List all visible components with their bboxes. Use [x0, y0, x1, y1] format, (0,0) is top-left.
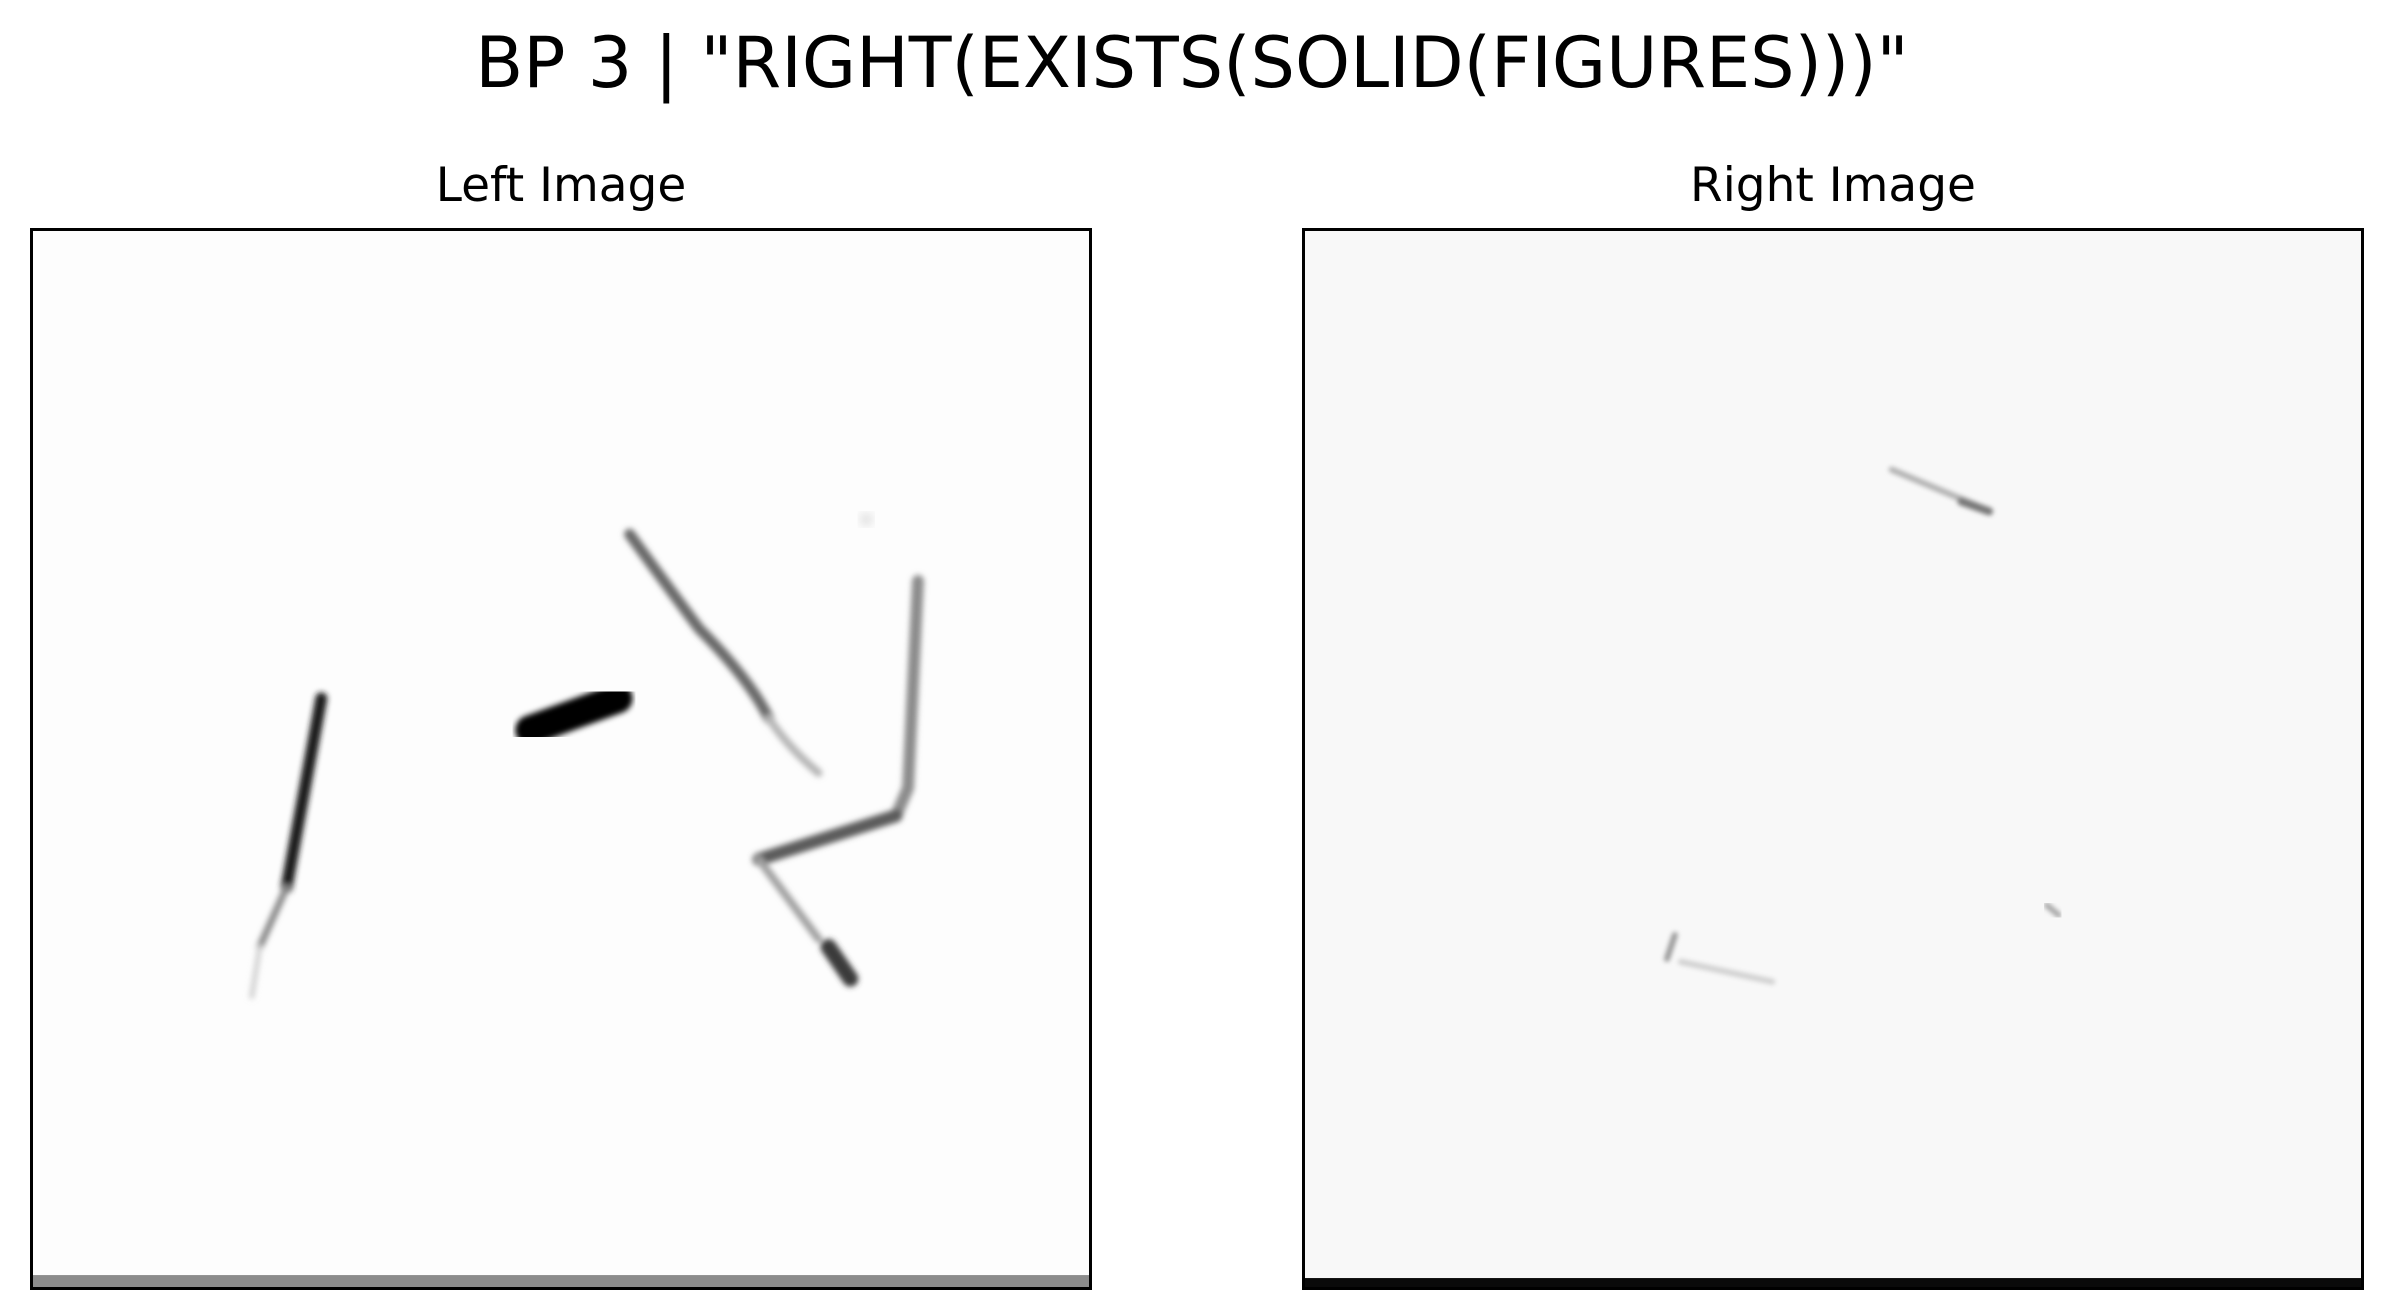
right-image-drawing [1305, 466, 2361, 1287]
left-image-panel [30, 228, 1092, 1290]
figure-title: BP 3 | "RIGHT(EXISTS(SOLID(FIGURES)))" [475, 22, 1909, 104]
right-image-title: Right Image [1690, 158, 1976, 213]
left-image-title: Left Image [435, 158, 687, 213]
right-image-panel [1302, 228, 2364, 1290]
left-stroke-diagonal [249, 692, 328, 1000]
left-stroke-curve [624, 528, 823, 777]
left-faint-dot [860, 513, 873, 526]
right-bottom-edge [1305, 1278, 2361, 1287]
left-stroke-angle [752, 575, 924, 987]
right-faint-stroke-lower-right [2043, 902, 2062, 919]
left-bottom-edge [33, 1275, 1089, 1287]
right-faint-stroke-top [1888, 466, 1994, 516]
left-blob-solid [515, 683, 633, 746]
left-image-drawing [33, 513, 1089, 1287]
right-faint-stroke-lower-left [1663, 932, 1776, 985]
